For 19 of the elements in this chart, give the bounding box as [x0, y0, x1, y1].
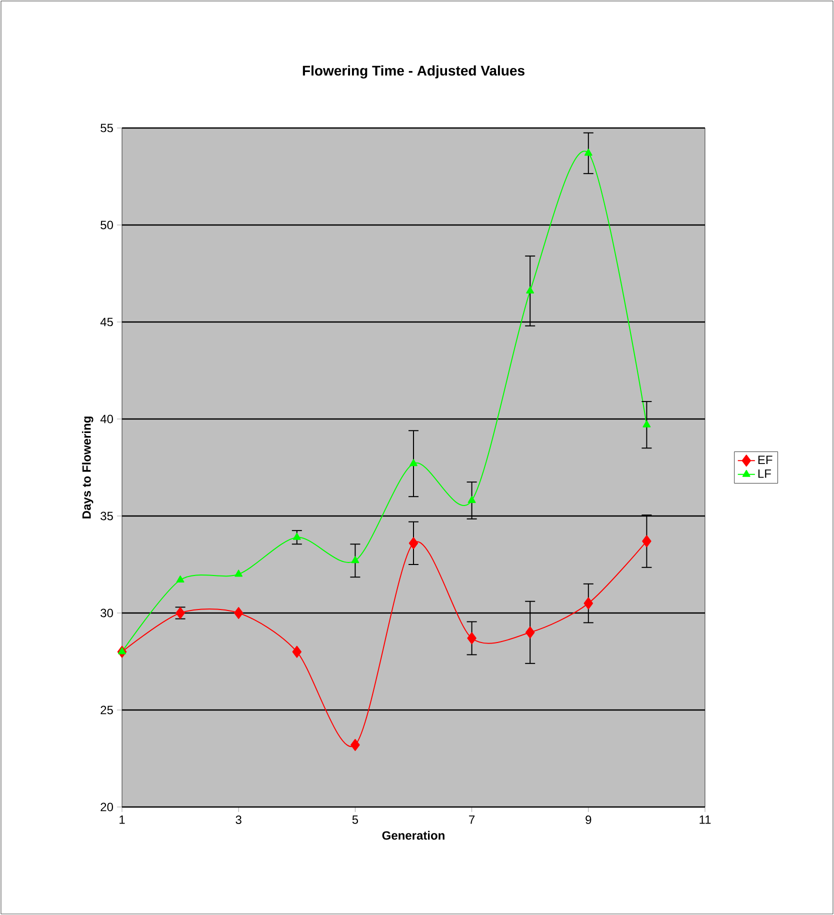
y-tick-label: 50: [100, 220, 113, 230]
chart-title: Flowering Time - Adjusted Values: [302, 65, 524, 78]
y-tick-label: 45: [100, 318, 113, 326]
y-tick-label: 40: [100, 414, 113, 424]
x-tick-label: 3: [236, 816, 242, 824]
x-tick-label: 5: [352, 816, 358, 824]
y-tick-label: 20: [100, 802, 113, 812]
x-axis-title: Generation: [382, 830, 444, 840]
y-tick-label: 35: [100, 512, 113, 520]
y-axis-title: Days to Flowering: [82, 416, 94, 518]
x-tick-label: 1: [120, 816, 125, 824]
x-tick-label: 7: [469, 816, 475, 824]
y-tick-label: 30: [100, 608, 113, 618]
x-tick-label: 9: [586, 816, 592, 824]
y-tick-label: 55: [100, 124, 113, 132]
y-tick-label: 25: [100, 706, 113, 714]
legend-label: LF: [758, 470, 771, 478]
legend-label: EF: [758, 456, 772, 464]
x-tick-label: 11: [700, 816, 711, 824]
